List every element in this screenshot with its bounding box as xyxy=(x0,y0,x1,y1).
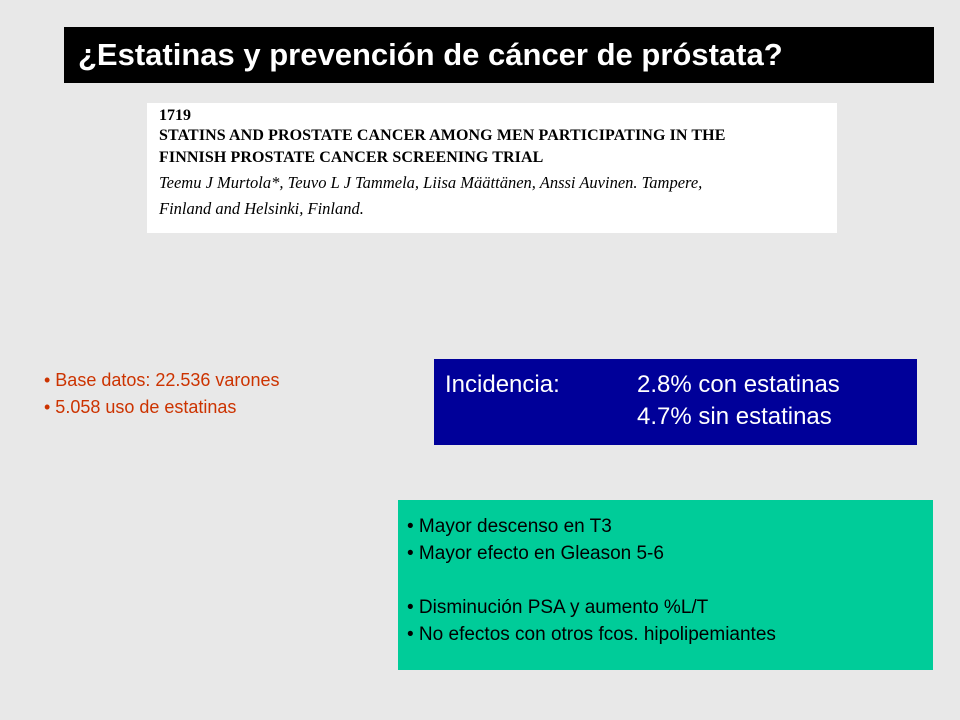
abstract-excerpt: 1719 STATINS AND PROSTATE CANCER AMONG M… xyxy=(147,103,837,233)
abstract-heading-line-1: STATINS AND PROSTATE CANCER AMONG MEN PA… xyxy=(159,127,726,144)
incidence-without-statins: 4.7% sin estatinas xyxy=(637,403,832,430)
slide-title: ¿Estatinas y prevención de cáncer de pró… xyxy=(64,27,934,83)
findings-box: • Mayor descenso en T3 • Mayor efecto en… xyxy=(398,500,933,670)
study-facts-list: • Base datos: 22.536 varones • 5.058 uso… xyxy=(44,367,279,421)
study-fact-item: • Base datos: 22.536 varones xyxy=(44,370,280,390)
abstract-number: 1719 xyxy=(159,107,191,124)
study-fact-item: • 5.058 uso de estatinas xyxy=(44,397,237,417)
abstract-authors-line-2: Finland and Helsinki, Finland. xyxy=(159,199,364,218)
abstract-authors-line-1: Teemu J Murtola*, Teuvo L J Tammela, Lii… xyxy=(159,173,703,192)
incidence-box: Incidencia: 2.8% con estatinas 4.7% sin … xyxy=(434,359,917,445)
incidence-label: Incidencia: xyxy=(445,371,560,398)
incidence-with-statins: 2.8% con estatinas xyxy=(637,371,840,398)
finding-item: • Disminución PSA y aumento %L/T xyxy=(407,597,709,618)
finding-item: • Mayor descenso en T3 xyxy=(407,516,612,537)
abstract-heading-line-2: FINNISH PROSTATE CANCER SCREENING TRIAL xyxy=(159,149,544,166)
finding-item: • Mayor efecto en Gleason 5-6 xyxy=(407,543,664,564)
finding-item: • No efectos con otros fcos. hipolipemia… xyxy=(407,624,776,645)
